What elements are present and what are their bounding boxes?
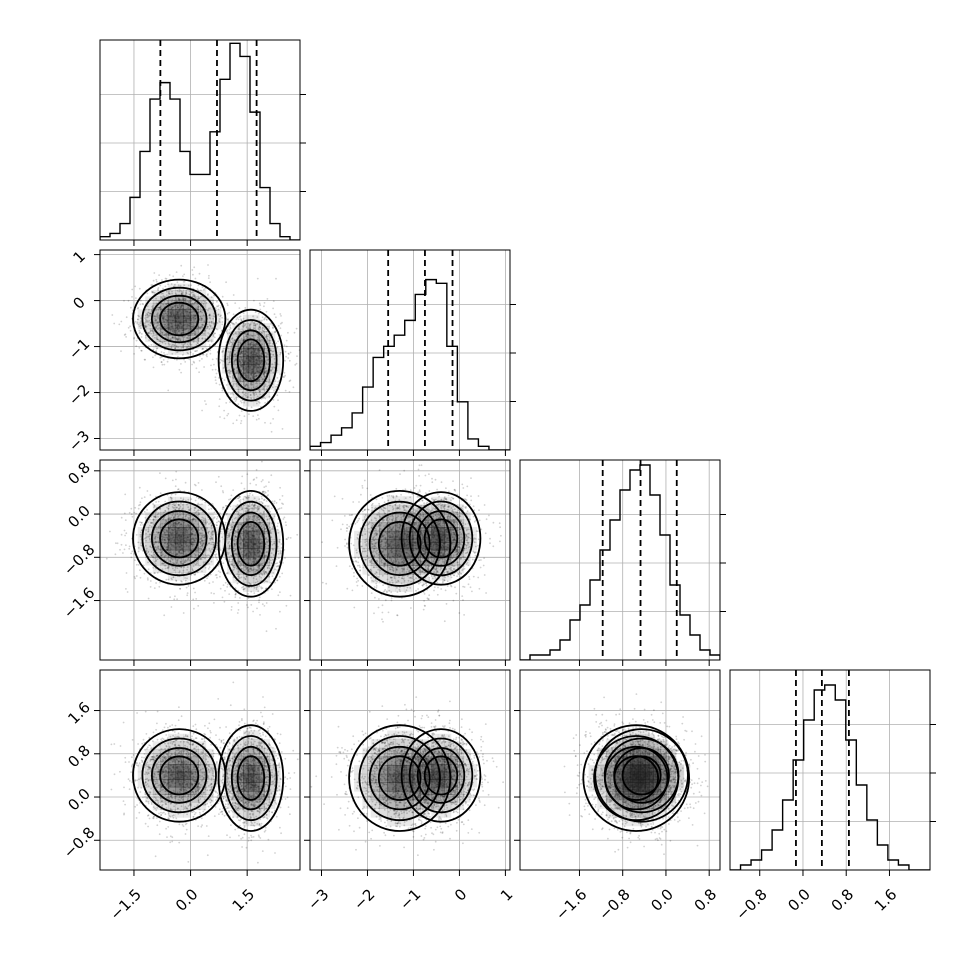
panel-frame [309, 249, 511, 451]
hist-panel-2 [519, 459, 726, 666]
histogram-step-line [730, 684, 930, 870]
hist-panel-0 [99, 39, 306, 246]
x-ticks [320, 660, 506, 666]
y-ticks [510, 304, 516, 402]
grid-lines [100, 40, 300, 240]
x-ticks [133, 450, 248, 456]
scatter-panel-3-2: −1.6 −0.8 0.0 0.8 [514, 669, 721, 924]
y-tick-label: −2 [65, 381, 93, 409]
panel-frame [99, 459, 301, 661]
contour-lines [132, 724, 285, 832]
y-tick-label: −1 [65, 335, 93, 363]
y-ticks [514, 710, 520, 841]
contour-lines [132, 489, 285, 598]
x-tick-label: −1.5 [106, 885, 144, 923]
x-ticks [133, 660, 248, 666]
x-tick-label: −1 [396, 885, 424, 913]
y-tick-label: 1 [69, 247, 88, 266]
y-ticks [720, 514, 726, 612]
grid-lines [310, 250, 510, 450]
x-tick-label: −2 [350, 885, 378, 913]
x-tick-label: −3 [304, 885, 332, 913]
x-tick-label: −0.8 [595, 885, 633, 923]
panel-frame [99, 669, 301, 871]
y-tick-label: 0.0 [64, 502, 94, 532]
y-tick-label: 1.6 [64, 698, 94, 728]
scatter-panel-2-1 [304, 459, 511, 666]
x-tick-label: 0.8 [828, 885, 858, 915]
density-blocks [137, 496, 281, 592]
scatter-panel-3-1: −3 −2 −1 0 1 [304, 669, 516, 914]
scatter-panel-2-0: −1.6 −0.8 0.0 0.8 [60, 458, 301, 666]
y-tick-label: 0.0 [64, 785, 94, 815]
y-tick-label: 0.8 [64, 741, 94, 771]
scatter-panel-3-0: −1.5 0.0 1.5 −0.8 0.0 0.8 1.6 [60, 669, 301, 924]
panel-frame [99, 249, 301, 451]
x-tick-label: −1.6 [552, 885, 590, 923]
y-ticks [94, 470, 100, 602]
y-tick-label: −0.8 [60, 823, 98, 861]
x-tick-label: 0.0 [784, 885, 814, 915]
hist-panel-1 [309, 249, 516, 456]
histogram-step-line [100, 42, 300, 240]
density-blocks [354, 496, 477, 592]
contour-lines [348, 489, 482, 598]
y-tick-label: −0.8 [60, 541, 98, 579]
y-ticks [304, 710, 310, 841]
grid-lines [730, 670, 930, 870]
panel-frame [99, 39, 301, 241]
y-tick-label: −1.6 [60, 584, 98, 622]
histogram-step-line [310, 278, 510, 450]
y-ticks [94, 254, 100, 440]
density-blocks [137, 730, 281, 827]
y-ticks [94, 710, 100, 841]
x-ticks [133, 870, 248, 876]
x-tick-label: 1.5 [229, 885, 259, 915]
grid-lines [520, 460, 720, 660]
x-ticks [578, 870, 710, 876]
x-ticks [759, 870, 890, 876]
contour-lines [348, 724, 482, 832]
x-tick-label: 0.0 [172, 885, 202, 915]
contour-lines [132, 278, 285, 412]
y-ticks [300, 94, 306, 192]
x-ticks [320, 870, 506, 876]
panels: −3−2−101−1.6−0.80.00.8−1.5 0.0 1.5−0.80.00… [60, 39, 936, 924]
y-tick-label: 0 [69, 293, 88, 312]
x-ticks [578, 660, 710, 666]
x-ticks [133, 240, 248, 246]
x-tick-label: 1.6 [871, 885, 901, 915]
x-tick-label: 0.0 [647, 885, 677, 915]
panel-frame [309, 459, 511, 661]
x-ticks [320, 450, 506, 456]
x-tick-label: 1 [497, 885, 516, 904]
x-tick-label: −0.8 [732, 885, 770, 923]
x-tick-label: 0.8 [691, 885, 721, 915]
hist-panel-3: −0.8 0.0 0.8 1.6 [729, 669, 936, 924]
y-ticks [304, 470, 310, 602]
y-tick-label: −3 [65, 427, 93, 455]
histogram-step-line [520, 464, 720, 660]
panel-frame [519, 459, 721, 661]
scatter-panel-1-0: −3 −2 −1 0 1 [65, 247, 301, 456]
contour-lines [582, 724, 690, 832]
panel-frame [309, 669, 511, 871]
panel-frame [729, 669, 931, 871]
density-blocks [588, 730, 685, 827]
panel-frame [519, 669, 721, 871]
y-ticks [930, 724, 936, 822]
x-tick-label: 0 [451, 885, 470, 904]
y-tick-label: 0.8 [64, 458, 94, 488]
